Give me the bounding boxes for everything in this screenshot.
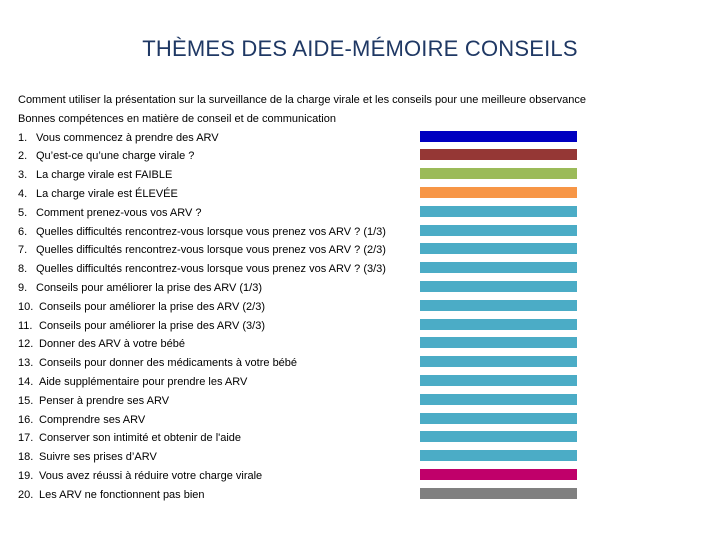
topic-item: 16. Comprendre ses ARV xyxy=(18,411,588,430)
topic-number: 14. xyxy=(18,375,34,388)
topic-label: Conseils pour donner des médicaments à v… xyxy=(39,357,298,370)
topic-item: 5. Comment prenez-vous vos ARV ? xyxy=(18,204,588,223)
topic-number: 9. xyxy=(18,281,28,294)
topic-number: 17. xyxy=(18,432,34,445)
topic-color-bar xyxy=(420,374,577,386)
topic-item: 20. Les ARV ne fonctionnent pas bien xyxy=(18,486,588,505)
topic-number: 5. xyxy=(18,206,28,219)
topic-label: Conseils pour améliorer la prise des ARV… xyxy=(39,319,266,332)
topic-number: 19. xyxy=(18,469,34,482)
topic-label: Donner des ARV à votre bébé xyxy=(39,338,185,351)
topic-color-bar xyxy=(420,262,577,274)
topic-color-bar xyxy=(420,186,577,198)
topic-label: Conseils pour améliorer la prise des ARV… xyxy=(39,300,266,313)
topic-color-bar xyxy=(420,205,577,217)
topic-list: 1. Vous commencez à prendre des ARV 2. Qu’e… xyxy=(18,129,588,505)
topic-label: Comprendre ses ARV xyxy=(39,413,146,426)
topic-label: Quelles difficultés rencontrez-vous lors… xyxy=(36,263,386,276)
topic-number: 18. xyxy=(18,451,34,464)
intro-line-1: Comment utiliser la présentation sur la … xyxy=(18,94,587,106)
topic-number: 10. xyxy=(18,300,34,313)
topic-label: La charge virale est FAIBLE xyxy=(36,169,173,182)
topic-item: 7. Quelles difficultés rencontrez-vous lo… xyxy=(18,241,588,260)
topic-label: Conseils pour améliorer la prise des ARV… xyxy=(36,281,263,294)
topic-number: 7. xyxy=(18,244,28,257)
topic-color-bar xyxy=(420,299,577,311)
topic-item: 15. Penser à prendre ses ARV xyxy=(18,392,588,411)
topic-number: 3. xyxy=(18,169,28,182)
topic-item: 9. Conseils pour améliorer la prise des A… xyxy=(18,279,588,298)
topic-number: 6. xyxy=(18,225,28,238)
topic-color-bar xyxy=(420,318,577,330)
topic-item: 1. Vous commencez à prendre des ARV xyxy=(18,129,588,148)
topic-item: 11. Conseils pour améliorer la prise des … xyxy=(18,317,588,336)
topic-label: Qu’est-ce qu’une charge virale ? xyxy=(36,150,195,163)
topic-number: 4. xyxy=(18,187,28,200)
topic-label: Aide supplémentaire pour prendre les ARV xyxy=(39,375,248,388)
topic-label: Comment prenez-vous vos ARV ? xyxy=(36,206,202,219)
topic-color-bar xyxy=(420,224,577,236)
topic-number: 1. xyxy=(18,131,28,144)
topic-item: 10. Conseils pour améliorer la prise des … xyxy=(18,298,588,317)
topic-number: 8. xyxy=(18,263,28,276)
topic-item: 4. La charge virale est ÉLEVÉE xyxy=(18,185,588,204)
topic-label: Conserver son intimité et obtenir de l'a… xyxy=(39,432,242,445)
topic-label: Vous avez réussi à réduire votre charge … xyxy=(39,469,263,482)
topic-item: 12. Donner des ARV à votre bébé xyxy=(18,335,588,354)
topic-item: 18. Suivre ses prises d’ARV xyxy=(18,448,588,467)
topic-color-bar xyxy=(420,468,577,480)
topic-label: Penser à prendre ses ARV xyxy=(39,394,170,407)
topic-color-bar xyxy=(420,243,577,255)
topic-color-bar xyxy=(420,450,577,462)
topic-item: 2. Qu’est-ce qu’une charge virale ? xyxy=(18,147,588,166)
topic-label: Les ARV ne fonctionnent pas bien xyxy=(39,488,205,501)
topic-number: 12. xyxy=(18,338,34,351)
topic-number: 2. xyxy=(18,150,28,163)
topic-label: Vous commencez à prendre des ARV xyxy=(36,131,219,144)
topic-number: 11. xyxy=(18,319,33,332)
intro-line-2: Bonnes compétences en matière de conseil… xyxy=(18,112,336,125)
topic-label: Suivre ses prises d’ARV xyxy=(39,451,157,464)
topic-item: 3. La charge virale est FAIBLE xyxy=(18,166,588,185)
topic-item: 14. Aide supplémentaire pour prendre les … xyxy=(18,373,588,392)
topic-label: Quelles difficultés rencontrez-vous lors… xyxy=(36,225,386,238)
topic-number: 15. xyxy=(18,394,34,407)
topic-color-bar xyxy=(420,412,577,424)
topic-color-bar xyxy=(420,487,577,499)
topic-number: 16. xyxy=(18,413,34,426)
topic-color-bar xyxy=(420,149,577,161)
page-title: THÈMES DES AIDE-MÉMOIRE CONSEILS xyxy=(142,36,578,61)
topic-color-bar xyxy=(420,130,577,142)
topic-label: Quelles difficultés rencontrez-vous lors… xyxy=(36,244,386,257)
topic-color-bar xyxy=(420,393,577,405)
topic-label: La charge virale est ÉLEVÉE xyxy=(36,187,178,200)
topic-number: 13. xyxy=(18,357,34,370)
topic-color-bar xyxy=(420,356,577,368)
topic-item: 6. Quelles difficultés rencontrez-vous lo… xyxy=(18,223,588,242)
topic-color-bar xyxy=(420,280,577,292)
topic-item: 19. Vous avez réussi à réduire votre char… xyxy=(18,467,588,486)
topic-item: 8. Quelles difficultés rencontrez-vous lo… xyxy=(18,260,588,279)
topic-color-bar xyxy=(420,431,577,443)
topic-number: 20. xyxy=(18,488,34,501)
topic-item: 17. Conserver son intimité et obtenir de … xyxy=(18,429,588,448)
topic-color-bar xyxy=(420,168,577,180)
topic-color-bar xyxy=(420,337,577,349)
topic-item: 13. Conseils pour donner des médicaments … xyxy=(18,354,588,373)
